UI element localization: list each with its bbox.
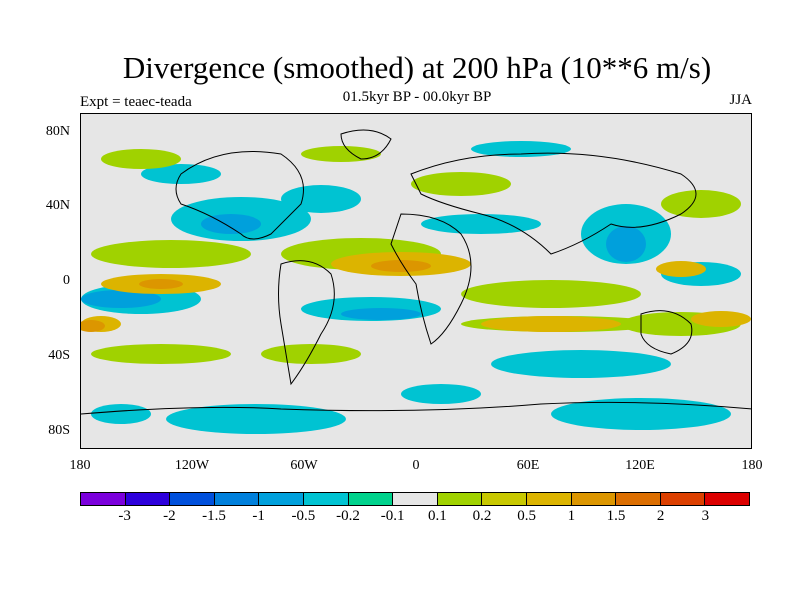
legend-swatch-9 bbox=[482, 493, 527, 505]
legend-label: -3 bbox=[118, 508, 131, 524]
lat-label-80n: 80N bbox=[45, 124, 70, 139]
lon-label-60w: 60W bbox=[290, 458, 318, 473]
legend-label: 0.1 bbox=[427, 508, 447, 524]
legend-swatch-10 bbox=[526, 493, 572, 505]
legend-swatch-2 bbox=[170, 493, 215, 505]
lon-label-180w: 180 bbox=[69, 458, 91, 473]
lon-label-120w: 120W bbox=[174, 458, 210, 473]
legend-swatch-6 bbox=[348, 493, 394, 505]
season-label: JJA bbox=[729, 92, 752, 108]
lon-label-60e: 60E bbox=[516, 458, 540, 473]
lat-label-40n: 40N bbox=[45, 198, 70, 213]
lon-label-120e: 120E bbox=[625, 458, 655, 473]
legend-swatch-12 bbox=[616, 493, 661, 505]
legend-swatch-13 bbox=[660, 493, 706, 505]
legend-label: -0.1 bbox=[380, 508, 405, 524]
legend-swatch-14 bbox=[705, 493, 749, 505]
color-legend bbox=[80, 492, 750, 506]
legend-swatch-8 bbox=[437, 493, 483, 505]
legend-swatch-0 bbox=[81, 493, 126, 505]
positive-core-layer bbox=[81, 252, 751, 332]
legend-label: -1.5 bbox=[202, 508, 226, 524]
lat-label-40s: 40S bbox=[48, 348, 70, 363]
legend-label: 1.5 bbox=[606, 508, 626, 524]
chart-subtitle: 01.5kyr BP - 00.0kyr BP bbox=[342, 89, 492, 105]
map-panel bbox=[80, 113, 752, 449]
legend-label: 0.5 bbox=[517, 508, 537, 524]
legend-label: 0.2 bbox=[472, 508, 492, 524]
legend-label: -1 bbox=[252, 508, 265, 524]
legend-label: -2 bbox=[163, 508, 176, 524]
coastlines bbox=[81, 129, 751, 415]
legend-label: 1 bbox=[567, 508, 576, 524]
positive-peak-layer bbox=[81, 260, 431, 332]
divergence-map bbox=[81, 114, 751, 448]
legend-label: -0.5 bbox=[291, 508, 316, 524]
experiment-label: Expt = teaec-teada bbox=[80, 94, 192, 110]
legend-label: 2 bbox=[656, 508, 665, 524]
legend-swatch-1 bbox=[125, 493, 171, 505]
lat-label-equator: 0 bbox=[63, 273, 70, 288]
legend-swatch-11 bbox=[571, 493, 617, 505]
legend-swatch-3 bbox=[214, 493, 260, 505]
chart-title: Divergence (smoothed) at 200 hPa (10**6 … bbox=[122, 50, 712, 85]
legend-label: -0.2 bbox=[336, 508, 360, 524]
lat-label-80s: 80S bbox=[48, 423, 70, 438]
legend-swatch-4 bbox=[259, 493, 304, 505]
lon-label-180e: 180 bbox=[741, 458, 763, 473]
legend-swatch-7 bbox=[393, 493, 438, 505]
lon-label-0: 0 bbox=[412, 458, 420, 473]
legend-label: 3 bbox=[701, 508, 710, 524]
legend-swatch-5 bbox=[303, 493, 349, 505]
